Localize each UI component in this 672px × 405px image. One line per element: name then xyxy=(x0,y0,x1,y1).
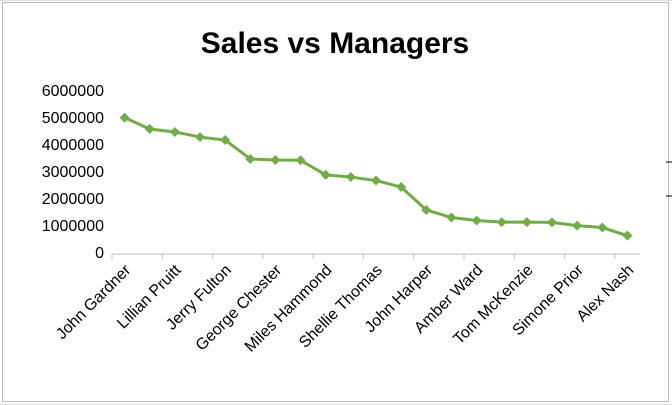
marker xyxy=(270,155,281,166)
y-tick-label: 4000000 xyxy=(42,137,104,154)
marker xyxy=(496,217,507,228)
marker xyxy=(245,153,256,164)
marker xyxy=(572,220,583,231)
y-tick-label: 1000000 xyxy=(42,218,104,235)
marker xyxy=(345,172,356,183)
chart-title: Sales vs Managers xyxy=(201,27,470,60)
y-tick-label: 6000000 xyxy=(42,83,104,100)
marker xyxy=(169,126,180,137)
marker xyxy=(220,135,231,146)
y-tick-label: 0 xyxy=(95,245,104,262)
marker xyxy=(521,217,532,228)
marker xyxy=(144,123,155,134)
marker xyxy=(471,215,482,226)
marker xyxy=(396,182,407,193)
marker xyxy=(421,204,432,215)
y-tick-label: 2000000 xyxy=(42,191,104,208)
y-tick-label: 5000000 xyxy=(42,110,104,127)
marker xyxy=(195,132,205,143)
marker xyxy=(597,222,608,233)
marker xyxy=(446,212,457,223)
marker xyxy=(320,169,331,180)
y-tick-label: 3000000 xyxy=(42,164,104,181)
marker xyxy=(371,175,381,186)
marker xyxy=(547,217,557,228)
marker xyxy=(622,230,633,241)
marker xyxy=(295,155,306,166)
marker xyxy=(119,112,130,123)
